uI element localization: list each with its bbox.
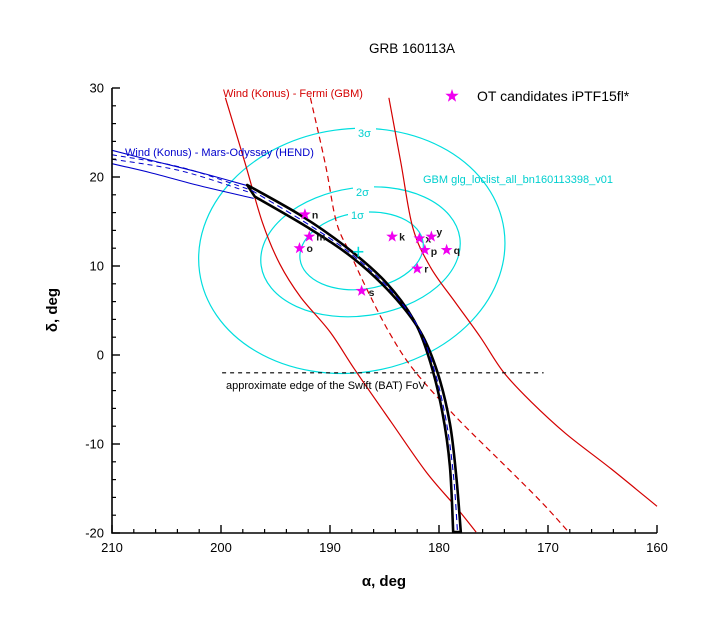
ot-candidate-star-y — [425, 230, 438, 242]
ot-candidate-star-q — [440, 243, 453, 255]
ot-candidate-label-q: q — [454, 245, 460, 257]
y-tick-label: 10 — [90, 259, 104, 274]
konus-hend-dashed-2 — [111, 158, 252, 194]
y-tick-label: -10 — [85, 437, 104, 452]
legend-star-icon — [445, 89, 459, 102]
sigma2-label: 2σ — [356, 187, 369, 199]
konus-gbm-right-line — [388, 97, 658, 507]
bat-fov-label: approximate edge of the Swift (BAT) FoV — [226, 380, 426, 392]
curves-layer — [111, 97, 658, 534]
x-tick-label: 200 — [210, 540, 232, 555]
konus-gbm-center-line — [309, 97, 570, 533]
ot-candidate-label-p: p — [431, 246, 437, 258]
gbm-ellipse-2sigma — [260, 186, 461, 318]
chart-title: GRB 160113A — [369, 41, 455, 56]
axis-frame — [111, 88, 657, 534]
ot-candidate-label-y: y — [436, 227, 442, 239]
ot-candidate-star-m — [303, 230, 316, 242]
ot-candidate-star-n — [299, 208, 311, 220]
axes-layer: 210 200 190 180 170 160 30 20 10 0 -10 -20 — [85, 81, 668, 556]
y-tick-label: 0 — [97, 348, 104, 363]
y-tick-label: 20 — [90, 170, 104, 185]
ot-candidate-label-k: k — [399, 232, 405, 244]
ipn-band — [245, 183, 463, 534]
y-tick-label: 30 — [90, 81, 104, 96]
y-tick-label: -20 — [85, 526, 104, 541]
x-tick-label: 180 — [428, 540, 450, 555]
ot-candidate-star-r — [411, 262, 424, 274]
ot-candidate-label-m: m — [316, 232, 325, 244]
konus-gbm-annulus-label: Wind (Konus) - Fermi (GBM) — [223, 88, 363, 100]
ot-candidate-star-k — [386, 230, 398, 242]
ot-candidate-label-s: s — [369, 287, 375, 299]
sigma3-label: 3σ — [358, 128, 371, 140]
x-tick-label: 210 — [101, 540, 123, 555]
sigma3-label-bg — [355, 126, 376, 139]
gbm-loclist-label: GBM glg_loclist_all_bn160113398_v01 — [423, 174, 613, 186]
ot-candidate-star-p — [418, 243, 431, 255]
konus-gbm-left-line — [224, 97, 477, 533]
sigma1-label: 1σ — [351, 210, 364, 222]
x-tick-label: 160 — [646, 540, 668, 555]
ot-candidate-star-x — [413, 232, 426, 244]
gbm-ellipse-3sigma — [198, 127, 506, 375]
y-axis-title: δ, deg — [44, 288, 61, 332]
ot-candidate-star-s — [355, 284, 368, 296]
ipn-band-centerline — [251, 189, 459, 533]
ot-candidate-label-n: n — [312, 209, 318, 221]
konus-hend-annulus-label: Wind (Konus) - Mars-Odyssey (HEND) — [125, 147, 314, 159]
legend-label: OT candidates iPTF15fl* — [477, 88, 630, 104]
sigma2-label-bg — [353, 185, 374, 198]
ot-candidate-label-o: o — [307, 243, 313, 255]
konus-hend-lower-line — [111, 163, 254, 199]
sigma1-label-bg — [348, 208, 369, 221]
x-tick-label: 190 — [319, 540, 341, 555]
x-tick-label: 170 — [537, 540, 559, 555]
x-axis-title: α, deg — [362, 573, 406, 590]
ot-candidate-label-r: r — [424, 264, 428, 276]
ot-candidate-star-o — [293, 242, 306, 254]
